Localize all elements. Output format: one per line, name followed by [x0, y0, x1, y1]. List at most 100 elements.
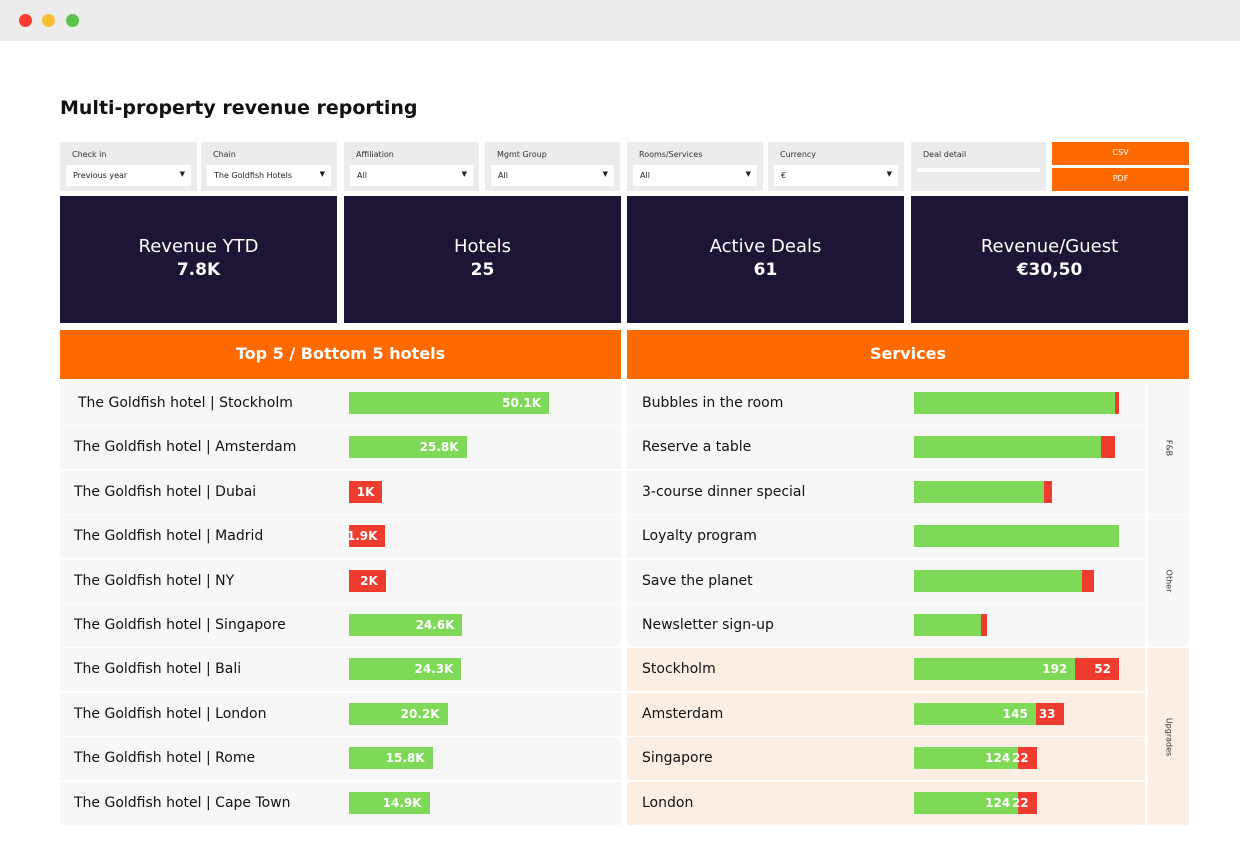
panel-header: Top 5 / Bottom 5 hotels [60, 330, 621, 379]
dropdown-caret: ▼ [602, 170, 608, 178]
page-title: Multi-property revenue reporting [60, 97, 418, 119]
service-name: Amsterdam [642, 705, 724, 722]
dropdown-caret: ▼ [179, 170, 185, 178]
group-cell: F&B [1148, 382, 1189, 515]
filter: Check in Previous year ▼ [60, 142, 197, 191]
hotel-row: The Goldfish hotel | Dubai 1K [60, 470, 621, 514]
bar-label: 1.9K [346, 529, 378, 544]
hotel-bar: 15.8K [349, 747, 433, 770]
hotel-name: The Goldfish hotel | Rome [74, 750, 256, 767]
hotel-row: The Goldfish hotel | Amsterdam 25.8K [60, 426, 621, 470]
dropdown[interactable]: All ▼ [633, 165, 757, 186]
dropdown[interactable]: € ▼ [774, 165, 898, 186]
service-bar [981, 614, 987, 636]
service-bar: 145 [914, 702, 1036, 725]
service-bar [914, 569, 1082, 592]
minimize-dot[interactable] [42, 14, 55, 27]
service-name: Reserve a table [642, 439, 752, 456]
hotel-name: The Goldfish hotel | NY [74, 572, 235, 589]
kpi-label: Revenue YTD [138, 236, 259, 257]
filter-label: Currency [780, 150, 817, 159]
export-button[interactable]: CSV [1052, 142, 1189, 165]
hotel-row: The Goldfish hotel | Bali 24.3K [60, 648, 621, 692]
dropdown[interactable]: The Goldfish Hotels ▼ [207, 165, 331, 186]
service-bar: 52 [1075, 658, 1119, 681]
dropdown[interactable]: Previous year ▼ [66, 165, 191, 186]
dropdown-caret: ▼ [745, 170, 751, 178]
bar-label: 14.9K [382, 795, 422, 810]
export-button[interactable]: PDF [1052, 168, 1189, 191]
filter: Currency € ▼ [768, 142, 904, 191]
service-row: Save the planet [627, 559, 1145, 603]
panel-header: Services [627, 330, 1189, 379]
service-bar: 192 [914, 658, 1076, 681]
hotel-bar: 2K [349, 569, 386, 592]
text-input[interactable] [917, 168, 1040, 172]
filter-label: Chain [213, 150, 236, 159]
kpi-card: Revenue YTD 7.8K [60, 196, 337, 323]
group-label: Other [1164, 569, 1173, 593]
service-name: Stockholm [642, 661, 716, 678]
kpi-value: €30,50 [1016, 260, 1083, 280]
service-bar: 124 [914, 747, 1019, 770]
dropdown-caret: ▼ [886, 170, 892, 178]
service-bar [914, 614, 981, 636]
hotel-row: The Goldfish hotel | Singapore 24.6K [60, 604, 621, 647]
service-bar [914, 436, 1101, 459]
filter: Rooms/Services All ▼ [627, 142, 763, 191]
service-bar [1101, 436, 1115, 459]
filter-label: Check in [72, 150, 107, 159]
group-label: F&B [1164, 439, 1173, 457]
hotel-name: The Goldfish hotel | Dubai [74, 483, 257, 500]
dropdown[interactable]: All ▼ [491, 165, 614, 186]
filter: Mgmt Group All ▼ [485, 142, 620, 191]
hotel-name: The Goldfish hotel | Amsterdam [74, 439, 297, 456]
service-name: Loyalty program [642, 528, 757, 545]
group-label: Upgrades [1164, 717, 1173, 756]
bar-label: 25.8K [419, 440, 459, 455]
bar-label: 24.6K [415, 618, 455, 632]
hotel-row: The Goldfish hotel | Stockholm 50.1K [60, 382, 621, 425]
dropdown[interactable]: All ▼ [350, 165, 473, 186]
hotel-row: The Goldfish hotel | Rome 15.8K [60, 737, 621, 781]
hotel-name: The Goldfish hotel | Singapore [74, 617, 286, 633]
service-bar [914, 480, 1044, 503]
dropdown-caret: ▼ [461, 170, 467, 178]
bar-label: 20.2K [400, 706, 440, 721]
hotel-bar: 1K [349, 480, 383, 503]
service-name: London [642, 794, 694, 811]
service-name: Bubbles in the room [642, 395, 784, 411]
bar-label: 145 [1002, 706, 1028, 721]
bar-label: 15.8K [385, 751, 425, 766]
service-row: Singapore 124 22 [627, 737, 1145, 781]
hotel-bar: 50.1K [349, 392, 549, 414]
filter-label: Affiliation [356, 150, 394, 159]
service-name: 3-course dinner special [642, 483, 806, 500]
service-bar: 124 [914, 791, 1019, 814]
kpi-card: Active Deals 61 [627, 196, 904, 323]
bar-label: 124 [985, 751, 1011, 766]
hotel-name: The Goldfish hotel | Bali [74, 661, 242, 678]
filter: Chain The Goldfish Hotels ▼ [201, 142, 337, 191]
service-name: Save the planet [642, 572, 753, 589]
maximize-dot[interactable] [66, 14, 79, 27]
kpi-card: Revenue/Guest €30,50 [911, 196, 1188, 323]
filter-label: Rooms/Services [639, 150, 703, 159]
hotel-name: The Goldfish hotel | London [74, 705, 267, 722]
bar-label: 124 [985, 795, 1011, 810]
hotel-row: The Goldfish hotel | NY 2K [60, 559, 621, 603]
kpi-card: Hotels 25 [344, 196, 621, 323]
hotel-row: The Goldfish hotel | Madrid 1.9K [60, 515, 621, 559]
hotel-name: The Goldfish hotel | Cape Town [74, 794, 291, 811]
bar-label: 24.3K [414, 662, 454, 677]
service-bar: 22 [1012, 791, 1037, 814]
filter: Affiliation All ▼ [344, 142, 479, 191]
bar-label: 50.1K [502, 396, 541, 410]
close-dot[interactable] [19, 14, 32, 27]
hotel-bar: 1.9K [346, 525, 386, 548]
kpi-value: 25 [470, 260, 495, 280]
bar-label: 52 [1094, 662, 1111, 677]
service-bar [1082, 569, 1094, 592]
hotel-bar: 20.2K [349, 702, 448, 725]
